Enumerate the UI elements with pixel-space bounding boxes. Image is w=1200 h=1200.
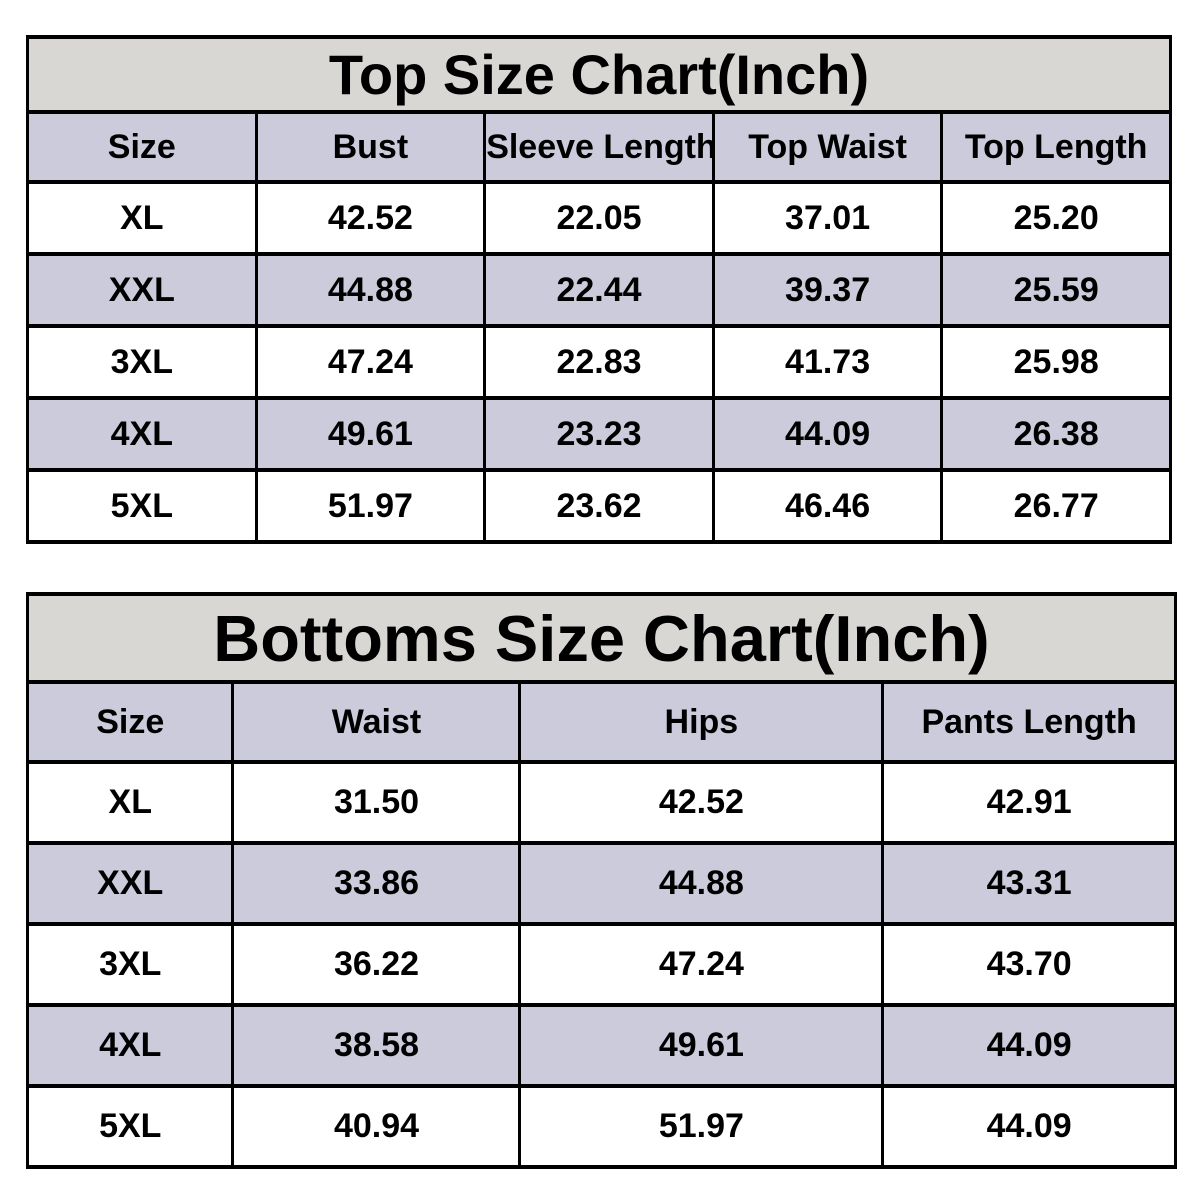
table-row: 3XL 47.24 22.83 41.73 25.98	[26, 324, 1172, 400]
size-label-cell: 3XL	[25, 922, 235, 1007]
measurement-value-cell: 42.52	[254, 180, 487, 256]
measurement-value-cell: 43.70	[881, 922, 1177, 1007]
column-header: Hips	[518, 680, 885, 764]
measurement-value-cell: 43.31	[881, 841, 1177, 926]
measurement-value-cell: 42.52	[518, 760, 885, 845]
size-label-cell: XXL	[25, 841, 235, 926]
measurement-value-cell: 22.83	[483, 324, 715, 400]
size-label-cell: 4XL	[25, 1003, 235, 1088]
bottoms-size-chart-table: Bottoms Size Chart(Inch) Size Waist Hips Pa…	[25, 592, 1177, 1169]
column-header: Bust	[254, 110, 487, 184]
measurement-value-cell: 26.38	[940, 396, 1172, 472]
measurement-value-cell: 44.09	[881, 1084, 1177, 1169]
column-header: Top Length	[940, 110, 1172, 184]
measurement-value-cell: 51.97	[254, 468, 487, 544]
measurement-value-cell: 44.88	[518, 841, 885, 926]
top-chart-header-row: Size Bust Sleeve Length Top Waist Top Length	[26, 110, 1172, 184]
measurement-value-cell: 25.59	[940, 252, 1172, 328]
size-label-cell: 5XL	[25, 1084, 235, 1169]
table-row: 5XL 40.94 51.97 44.09	[25, 1084, 1177, 1169]
measurement-value-cell: 22.05	[483, 180, 715, 256]
measurement-value-cell: 47.24	[254, 324, 487, 400]
measurement-value-cell: 46.46	[711, 468, 944, 544]
table-row: XXL 33.86 44.88 43.31	[25, 841, 1177, 926]
measurement-value-cell: 26.77	[940, 468, 1172, 544]
table-row: XL 42.52 22.05 37.01 25.20	[26, 180, 1172, 256]
measurement-value-cell: 31.50	[231, 760, 522, 845]
size-label-cell: XXL	[26, 252, 258, 328]
bottoms-chart-title: Bottoms Size Chart(Inch)	[26, 592, 1177, 684]
top-chart-title-row: Top Size Chart(Inch)	[26, 35, 1172, 114]
measurement-value-cell: 25.20	[940, 180, 1172, 256]
measurement-value-cell: 49.61	[518, 1003, 885, 1088]
size-label-cell: 3XL	[26, 324, 258, 400]
measurement-value-cell: 37.01	[711, 180, 944, 256]
measurement-value-cell: 44.88	[254, 252, 487, 328]
table-row: XL 31.50 42.52 42.91	[25, 760, 1177, 845]
measurement-value-cell: 39.37	[711, 252, 944, 328]
measurement-value-cell: 38.58	[231, 1003, 522, 1088]
bottoms-chart-body: XL 31.50 42.52 42.91 XXL 33.86 44.88 43.31 3XL 36…	[25, 760, 1177, 1169]
table-row: 4XL 38.58 49.61 44.09	[25, 1003, 1177, 1088]
measurement-value-cell: 23.62	[483, 468, 715, 544]
size-label-cell: 5XL	[26, 468, 258, 544]
measurement-value-cell: 40.94	[231, 1084, 522, 1169]
column-header: Sleeve Length	[483, 110, 717, 184]
column-header: Pants Length	[881, 680, 1177, 764]
table-row: 3XL 36.22 47.24 43.70	[25, 922, 1177, 1007]
size-label-cell: 4XL	[26, 396, 258, 472]
bottoms-chart-header-row: Size Waist Hips Pants Length	[25, 680, 1177, 764]
top-size-chart-table: Top Size Chart(Inch) Size Bust Sleeve Leng…	[26, 35, 1172, 544]
column-header: Waist	[231, 680, 522, 764]
measurement-value-cell: 49.61	[254, 396, 487, 472]
measurement-value-cell: 23.23	[483, 396, 715, 472]
size-chart-page: Top Size Chart(Inch) Size Bust Sleeve Leng…	[25, 35, 1177, 1169]
measurement-value-cell: 41.73	[711, 324, 944, 400]
top-chart-body: XL 42.52 22.05 37.01 25.20 XXL 44.88 22.44 39.37…	[26, 180, 1172, 544]
size-label-cell: XL	[25, 760, 235, 845]
measurement-value-cell: 51.97	[518, 1084, 885, 1169]
measurement-value-cell: 44.09	[881, 1003, 1177, 1088]
column-header: Size	[25, 680, 235, 764]
measurement-value-cell: 25.98	[940, 324, 1172, 400]
bottoms-chart-title-row: Bottoms Size Chart(Inch)	[26, 592, 1177, 684]
size-label-cell: XL	[26, 180, 258, 256]
measurement-value-cell: 36.22	[231, 922, 522, 1007]
table-row: XXL 44.88 22.44 39.37 25.59	[26, 252, 1172, 328]
top-chart-title: Top Size Chart(Inch)	[26, 35, 1172, 114]
measurement-value-cell: 44.09	[711, 396, 944, 472]
column-header: Top Waist	[711, 110, 944, 184]
measurement-value-cell: 47.24	[518, 922, 885, 1007]
table-row: 4XL 49.61 23.23 44.09 26.38	[26, 396, 1172, 472]
column-header: Size	[26, 110, 258, 184]
measurement-value-cell: 33.86	[231, 841, 522, 926]
measurement-value-cell: 42.91	[881, 760, 1177, 845]
measurement-value-cell: 22.44	[483, 252, 715, 328]
table-row: 5XL 51.97 23.62 46.46 26.77	[26, 468, 1172, 544]
